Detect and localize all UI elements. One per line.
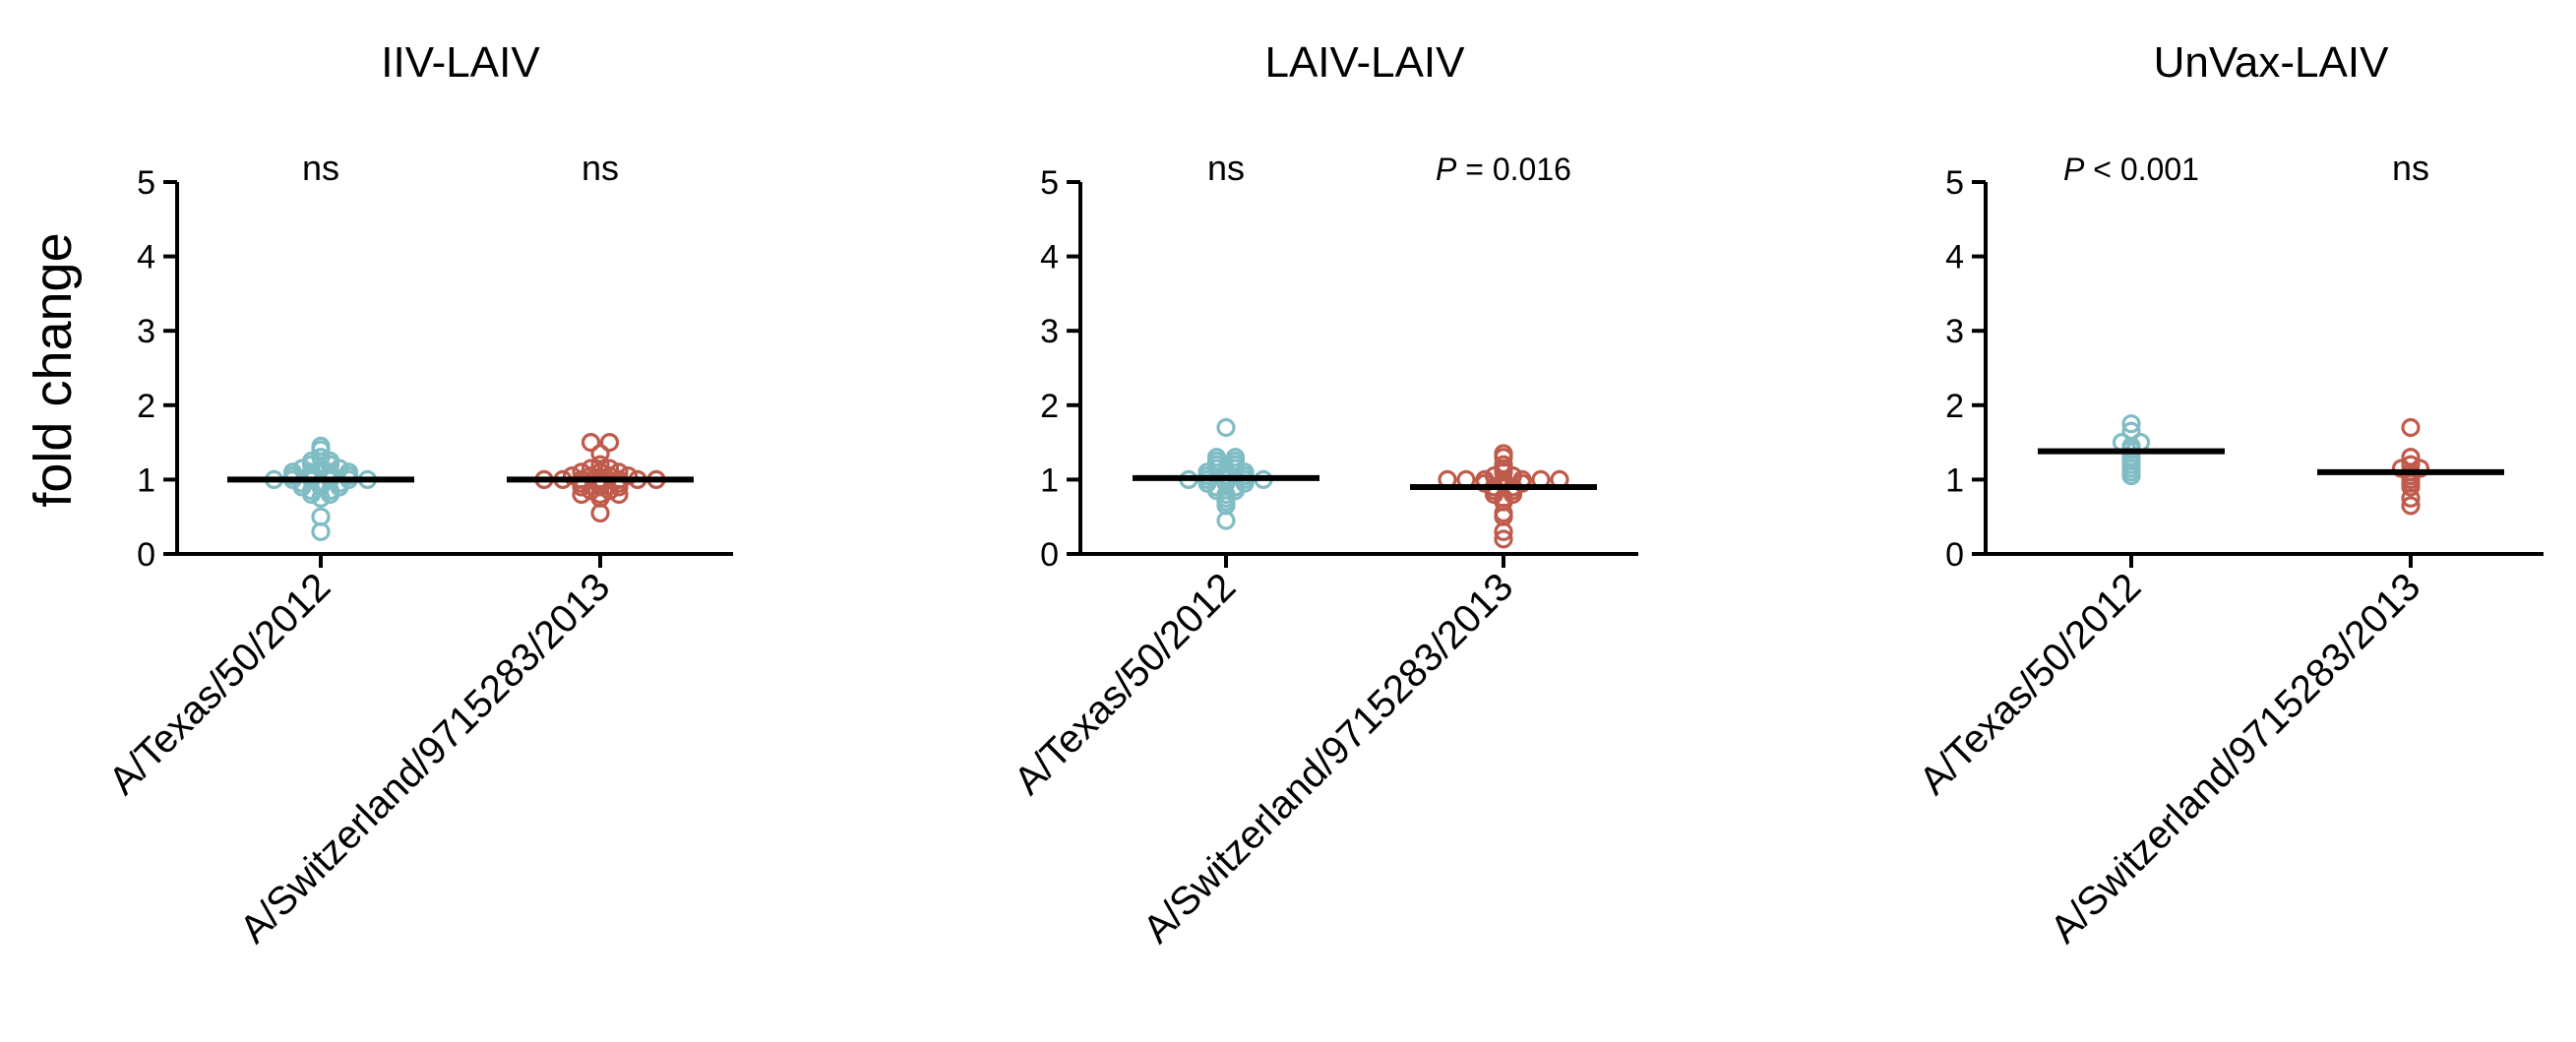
x-category-label: A/Texas/50/2012 <box>1007 565 1245 803</box>
panel-title: LAIV-LAIV <box>1264 38 1465 87</box>
data-point <box>581 459 601 478</box>
significance-label: ns <box>302 148 339 188</box>
data-point <box>1216 417 1236 438</box>
data-point <box>311 507 331 526</box>
y-tick-label: 1 <box>137 461 155 499</box>
significance-label: ns <box>1207 148 1245 188</box>
data-point <box>599 459 620 478</box>
significance-label: P < 0.001 <box>2063 152 2199 187</box>
significance-label: ns <box>2392 148 2429 188</box>
data-point <box>562 466 583 486</box>
data-point <box>311 448 331 467</box>
data-point <box>311 436 331 456</box>
data-point <box>581 433 601 453</box>
data-point <box>618 466 639 486</box>
data-point <box>2401 417 2421 438</box>
significance-label: P = 0.016 <box>1436 152 1571 187</box>
data-point <box>320 451 340 471</box>
data-point <box>2121 414 2141 434</box>
data-point <box>1225 448 1246 467</box>
x-category-label: A/Texas/50/2012 <box>1912 565 2150 803</box>
data-point <box>301 451 322 471</box>
data-point <box>1494 444 1513 463</box>
significance-label: ns <box>582 148 619 188</box>
y-tick-label: 2 <box>1040 388 1059 425</box>
p-symbol: P <box>1436 152 1457 187</box>
data-point <box>2401 448 2421 467</box>
data-point <box>2121 421 2141 441</box>
data-point <box>599 433 620 453</box>
y-axis-label: fold change <box>24 232 83 507</box>
y-tick-label: 0 <box>1040 536 1059 574</box>
data-point <box>2410 459 2430 478</box>
y-tick-label: 3 <box>1945 313 1964 350</box>
y-tick-label: 2 <box>1945 388 1964 425</box>
y-tick-label: 2 <box>137 388 155 425</box>
data-point <box>581 466 601 486</box>
data-point <box>2391 459 2412 478</box>
x-category-label: A/Texas/50/2012 <box>101 565 339 803</box>
y-tick-label: 0 <box>137 536 155 574</box>
data-point <box>1494 455 1513 474</box>
y-tick-label: 5 <box>1040 164 1059 202</box>
data-point <box>1494 529 1513 549</box>
data-point <box>2401 496 2421 516</box>
p-value: < 0.001 <box>2084 152 2199 187</box>
y-tick-label: 1 <box>1945 461 1964 499</box>
y-tick-label: 1 <box>1040 461 1059 499</box>
p-symbol: P <box>2063 152 2085 187</box>
y-tick-label: 0 <box>1945 536 1964 574</box>
p-value: = 0.016 <box>1456 152 1571 187</box>
data-point <box>590 455 610 474</box>
y-tick-label: 4 <box>1945 239 1964 276</box>
y-tick-label: 3 <box>1040 313 1059 350</box>
y-tick-label: 5 <box>137 164 155 202</box>
panel-title: UnVax-LAIV <box>2154 38 2389 87</box>
data-point <box>1206 448 1227 467</box>
y-tick-label: 4 <box>1040 239 1059 276</box>
data-point <box>590 444 610 463</box>
y-tick-label: 4 <box>137 239 155 276</box>
y-tick-label: 5 <box>1945 164 1964 202</box>
data-point <box>599 466 620 486</box>
y-tick-label: 3 <box>137 313 155 350</box>
panel-title: IIV-LAIV <box>381 38 540 87</box>
